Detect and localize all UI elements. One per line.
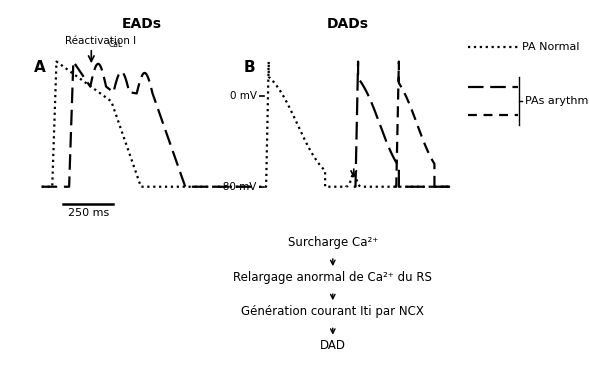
Text: B: B — [244, 60, 256, 75]
Text: CaL: CaL — [108, 40, 123, 49]
Text: PAs arythmiques: PAs arythmiques — [525, 96, 589, 106]
Text: Génération courant Iti par NCX: Génération courant Iti par NCX — [241, 305, 424, 318]
Text: DADs: DADs — [326, 17, 369, 31]
Text: -80 mV: -80 mV — [219, 182, 257, 192]
Text: Surcharge Ca²⁺: Surcharge Ca²⁺ — [287, 236, 378, 249]
Text: EADs: EADs — [121, 17, 161, 31]
Text: Relargage anormal de Ca²⁺ du RS: Relargage anormal de Ca²⁺ du RS — [233, 271, 432, 284]
Text: DAD: DAD — [320, 339, 346, 352]
Text: A: A — [34, 60, 46, 75]
Text: PA Normal: PA Normal — [522, 43, 580, 52]
Text: 0 mV: 0 mV — [230, 91, 257, 101]
Text: Réactivation I: Réactivation I — [65, 36, 136, 46]
Text: 250 ms: 250 ms — [68, 209, 109, 219]
